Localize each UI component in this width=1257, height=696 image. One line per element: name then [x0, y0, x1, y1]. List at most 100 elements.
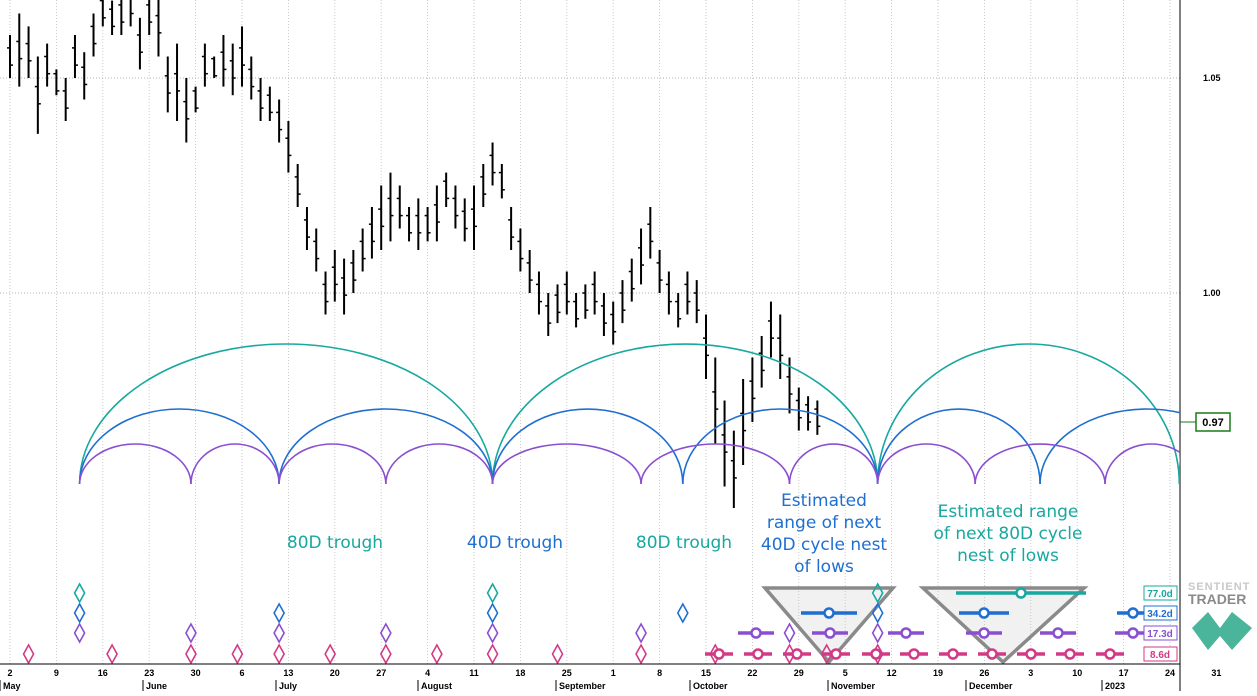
cycle-length-label: 17.3d	[1147, 629, 1173, 640]
trough-diamond-10d	[273, 643, 286, 665]
last-price-label: 0.97	[1202, 417, 1223, 429]
x-tick-label: 10	[1072, 668, 1082, 678]
range-annotation-line: 40D cycle nest	[761, 535, 888, 555]
trough-diamond-20d	[185, 622, 197, 644]
cycle-arc-20D	[974, 443, 1106, 485]
y-tick-label: 1.05	[1203, 73, 1221, 83]
x-tick-label: 23	[144, 668, 154, 678]
trough-annotation: 80D trough	[636, 533, 732, 553]
x-tick-label: 12	[887, 668, 897, 678]
cycle-arc-80D	[78, 343, 494, 485]
estimated-low-20d	[978, 627, 990, 639]
x-tick-label: 11	[469, 668, 479, 678]
cycle-arc-20D	[1104, 443, 1180, 485]
trough-diamond-10d	[820, 643, 833, 665]
cycle-arc-40D	[78, 408, 280, 485]
trough-diamond-20d	[783, 622, 796, 644]
trough-annotation: 40D trough	[467, 533, 563, 553]
cycle-length-box	[1143, 585, 1178, 601]
x-tick-label: 8	[657, 668, 662, 678]
estimated-low-20d	[1052, 627, 1064, 639]
x-tick-label: 15	[701, 668, 711, 678]
trough-diamond-10d	[231, 643, 244, 665]
x-month-label: 2023	[1105, 681, 1125, 691]
estimated-low-10d	[1064, 648, 1076, 660]
trough-diamond-40d	[871, 602, 884, 624]
x-month-label: June	[146, 681, 167, 691]
x-tick-label: 18	[515, 668, 525, 678]
x-month-label: November	[831, 681, 876, 691]
logo-text-2: TRADER	[1188, 591, 1246, 607]
range-annotation-line: of next 80D cycle	[934, 524, 1083, 544]
x-tick-label: 13	[283, 668, 293, 678]
x-month-label: July	[279, 681, 297, 691]
estimated-low-10d	[752, 648, 764, 660]
x-tick-label: 29	[794, 668, 804, 678]
trough-diamond-10d	[106, 643, 118, 665]
estimated-low-80d	[1015, 587, 1027, 599]
cycle-length-box	[1143, 605, 1178, 621]
estimated-low-10d	[1104, 648, 1116, 660]
cycle-arc-80D	[491, 343, 879, 485]
x-tick-label: 19	[933, 668, 943, 678]
estimated-low-20d	[824, 627, 836, 639]
trough-diamond-10d	[551, 643, 564, 665]
x-tick-label: 3	[1028, 668, 1033, 678]
trough-diamond-20d	[871, 622, 884, 644]
trough-diamond-40d	[676, 602, 689, 624]
cycle-arc-40D	[682, 408, 879, 485]
logo-text-1: SENTIENT	[1188, 581, 1250, 593]
trough-diamond-20d	[273, 622, 286, 644]
trough-diamond-80d	[486, 582, 499, 604]
trough-diamond-10d	[635, 643, 647, 665]
cycle-arc-40D	[1039, 408, 1180, 485]
x-tick-label: 27	[376, 668, 386, 678]
cycle-length-label: 8.6d	[1150, 650, 1170, 661]
trough-diamond-10d	[22, 643, 35, 665]
trough-diamond-10d	[185, 643, 197, 665]
estimated-low-40d	[978, 607, 990, 619]
range-annotation-line: range of next	[767, 513, 882, 533]
range-annotation-line: of lows	[794, 557, 854, 577]
cycle-arc-20D	[640, 443, 791, 485]
last-price-box	[1195, 412, 1231, 432]
x-tick-label: 31	[1211, 668, 1221, 678]
cycle-arc-20D	[788, 443, 879, 485]
trough-diamond-10d	[379, 643, 392, 665]
x-tick-label: 26	[979, 668, 989, 678]
x-month-label: August	[421, 681, 452, 691]
trough-annotation: 80D trough	[287, 533, 383, 553]
cycle-arc-20D	[385, 443, 494, 485]
trough-diamond-20d	[73, 622, 86, 644]
trough-diamond-10d	[324, 643, 337, 665]
trough-diamond-40d	[486, 602, 499, 624]
estimated-low-10d	[791, 648, 803, 660]
trough-diamond-20d	[635, 622, 647, 644]
x-tick-label: 1	[611, 668, 616, 678]
y-tick-label: 1.00	[1203, 288, 1221, 298]
cycle-arc-20D	[491, 443, 642, 485]
trough-diamond-40d	[273, 602, 286, 624]
x-tick-label: 25	[562, 668, 572, 678]
cycle-arc-40D	[491, 408, 684, 485]
estimated-low-10d	[713, 648, 725, 660]
x-month-label: October	[693, 681, 728, 691]
x-tick-label: 24	[1165, 668, 1175, 678]
x-tick-label: 5	[843, 668, 848, 678]
cycle-length-box	[1143, 646, 1178, 662]
estimated-low-10d	[870, 648, 882, 660]
x-tick-label: 30	[191, 668, 201, 678]
x-tick-label: 4	[425, 668, 430, 678]
estimated-low-10d	[908, 648, 920, 660]
estimated-low-10d	[830, 648, 842, 660]
x-tick-label: 22	[747, 668, 757, 678]
cycle-arc-20D	[190, 443, 280, 485]
cycle-arc-20D	[278, 443, 387, 485]
trough-diamond-80d	[73, 582, 86, 604]
trough-diamond-20d	[379, 622, 392, 644]
cycle-arc-20D	[876, 443, 976, 485]
range-annotation-line: Estimated	[781, 491, 867, 511]
x-tick-label: 20	[330, 668, 340, 678]
